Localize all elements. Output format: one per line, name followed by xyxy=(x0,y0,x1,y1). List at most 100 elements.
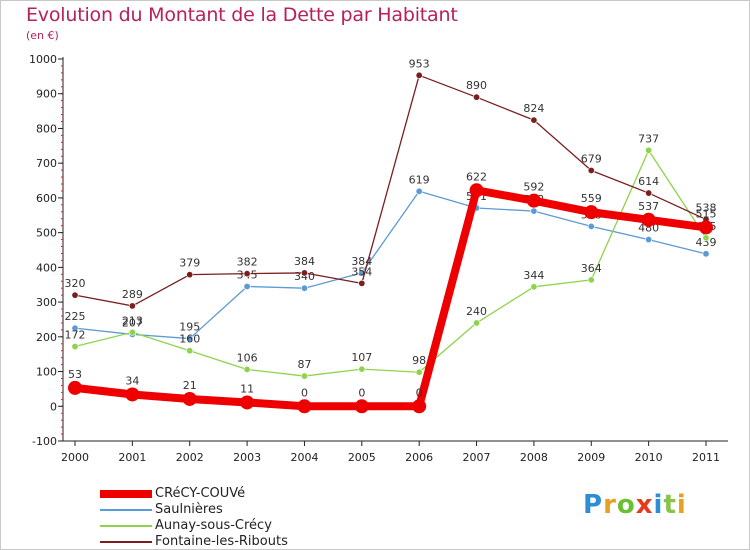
x-tick-label: 2001 xyxy=(118,451,146,464)
series-line-3 xyxy=(74,74,707,307)
data-point xyxy=(300,269,308,277)
y-tick-label: 700 xyxy=(36,157,57,170)
x-tick-label: 2004 xyxy=(290,451,318,464)
y-tick-label: 1000 xyxy=(29,53,57,66)
data-point xyxy=(354,399,369,414)
x-tick-label: 2003 xyxy=(233,451,261,464)
data-point xyxy=(186,271,194,279)
logo-letter: x xyxy=(635,490,654,520)
data-label: 953 xyxy=(409,57,430,70)
data-label: 172 xyxy=(65,329,86,342)
data-label: 240 xyxy=(466,305,487,318)
data-label: 225 xyxy=(65,310,86,323)
chart-title: Evolution du Montant de la Dette par Hab… xyxy=(26,4,458,26)
data-label: 207 xyxy=(122,316,143,329)
data-point xyxy=(473,319,481,327)
data-label: 382 xyxy=(237,256,258,269)
data-label: 619 xyxy=(409,173,430,186)
legend-label: Aunay-sous-Crécy xyxy=(155,518,272,533)
data-point xyxy=(125,387,140,402)
data-point xyxy=(699,220,713,235)
data-label: 21 xyxy=(183,379,197,392)
data-label: 515 xyxy=(696,207,717,220)
data-point xyxy=(412,399,427,414)
data-point xyxy=(186,335,194,343)
x-tick-label: 2009 xyxy=(577,451,605,464)
legend-swatch xyxy=(100,509,152,511)
data-label: 354 xyxy=(351,265,372,278)
data-label: 213 xyxy=(122,314,143,327)
data-label: 824 xyxy=(523,102,544,115)
data-label: 344 xyxy=(523,269,544,282)
legend-label: Fontaine-les-Ribouts xyxy=(155,534,288,549)
logo-letter: o xyxy=(616,490,636,520)
data-label: 622 xyxy=(466,170,487,183)
data-point xyxy=(530,207,538,215)
data-point xyxy=(469,183,484,198)
data-point xyxy=(300,284,308,292)
data-point xyxy=(584,205,599,220)
series-line-2 xyxy=(74,149,707,377)
data-point xyxy=(415,187,423,195)
y-tick-label: 500 xyxy=(36,227,57,240)
x-tick-label: 2010 xyxy=(635,451,663,464)
data-point xyxy=(415,368,423,376)
data-label: 592 xyxy=(523,181,544,194)
data-label: 614 xyxy=(638,175,659,188)
legend-swatch xyxy=(100,541,152,543)
data-label: 364 xyxy=(581,262,602,275)
x-tick-label: 2002 xyxy=(176,451,204,464)
y-tick-label: 600 xyxy=(36,192,57,205)
y-tick-label: 200 xyxy=(36,331,57,344)
data-label: 0 xyxy=(416,386,423,399)
data-label: 384 xyxy=(294,255,315,268)
data-point xyxy=(186,347,194,355)
data-point xyxy=(71,291,79,299)
data-point xyxy=(71,324,79,332)
data-point xyxy=(358,279,366,287)
data-point xyxy=(243,270,251,278)
data-point xyxy=(297,399,312,414)
data-point xyxy=(530,283,538,291)
x-tick-label: 2006 xyxy=(405,451,433,464)
data-point xyxy=(128,328,136,336)
data-label: 0 xyxy=(358,386,365,399)
logo-letter: P xyxy=(583,490,604,520)
data-label: 34 xyxy=(125,374,139,387)
data-point xyxy=(645,189,653,197)
data-point xyxy=(587,276,595,284)
data-point xyxy=(645,146,653,154)
data-point xyxy=(68,380,82,395)
data-label: 289 xyxy=(122,288,143,301)
data-label: 537 xyxy=(638,200,659,213)
y-tick-label: 0 xyxy=(50,400,57,413)
data-point xyxy=(645,236,653,244)
x-tick-label: 2007 xyxy=(463,451,491,464)
data-label: 195 xyxy=(179,321,200,334)
data-point xyxy=(71,343,79,351)
data-point xyxy=(473,93,481,101)
data-label: 480 xyxy=(638,222,659,235)
y-tick-label: 900 xyxy=(36,88,57,101)
data-label: 98 xyxy=(412,354,426,367)
legend-swatch xyxy=(100,490,152,498)
data-label: 11 xyxy=(240,382,254,395)
data-label: 379 xyxy=(179,257,200,270)
data-point xyxy=(300,372,308,380)
x-tick-label: 2005 xyxy=(348,451,376,464)
y-tick-label: -100 xyxy=(32,435,57,448)
legend-label: Saulnières xyxy=(155,502,223,517)
data-point xyxy=(182,391,197,406)
y-tick-label: 300 xyxy=(36,296,57,309)
data-point xyxy=(702,234,710,242)
data-point xyxy=(415,71,423,79)
y-tick-label: 100 xyxy=(36,366,57,379)
data-label: 87 xyxy=(297,358,311,371)
y-tick-label: 800 xyxy=(36,122,57,135)
logo-letter: i xyxy=(676,490,687,520)
data-label: 106 xyxy=(237,351,258,364)
data-point xyxy=(526,193,541,208)
data-label: 538 xyxy=(696,201,717,214)
data-label: 559 xyxy=(581,192,602,205)
data-point xyxy=(587,166,595,174)
